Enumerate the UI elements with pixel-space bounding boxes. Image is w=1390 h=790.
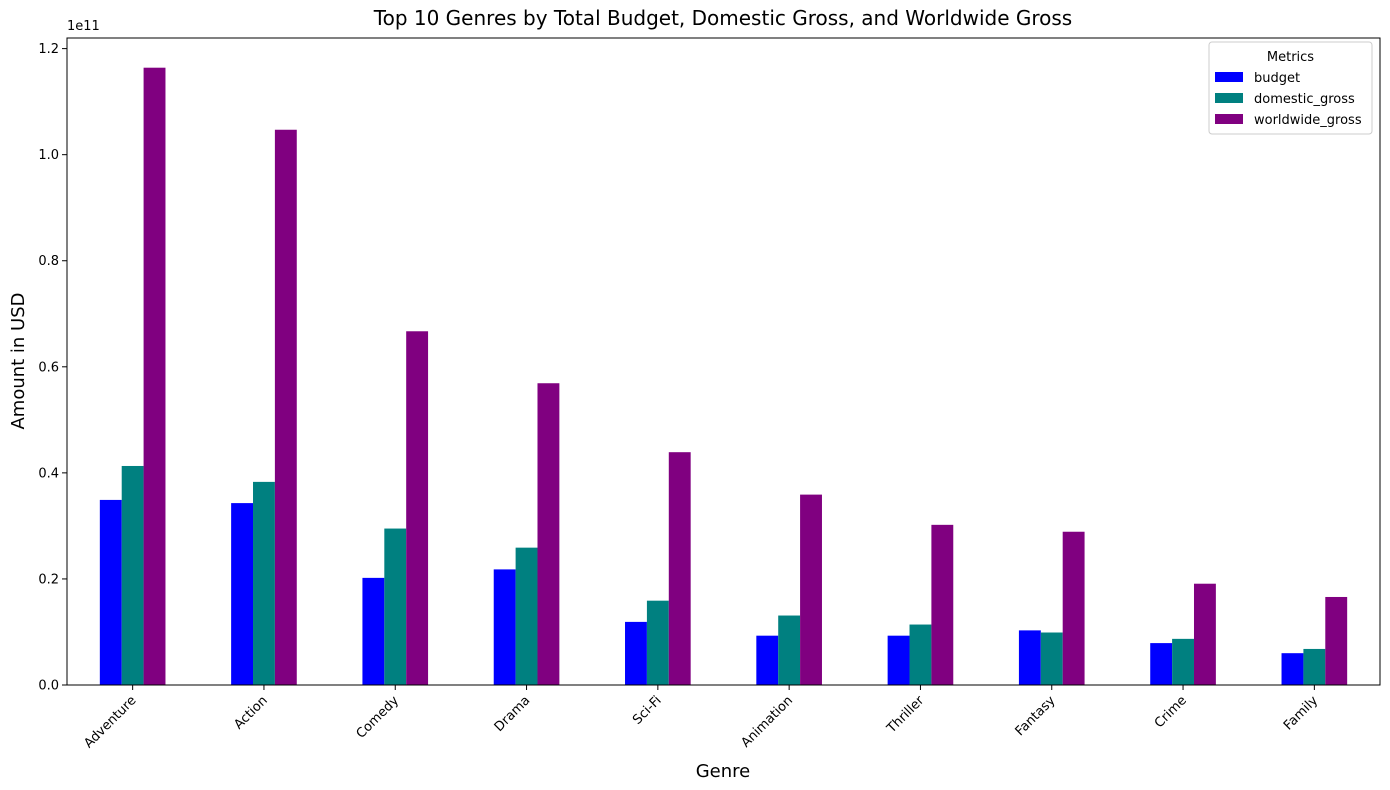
legend: Metrics budget domestic_gross worldwide_gro… [1208, 41, 1373, 135]
x-tick-label: Crime [1152, 693, 1190, 731]
legend-box [1208, 41, 1373, 135]
legend-label-budget: budget [1254, 71, 1300, 86]
y-axis-title: Amount in USD [8, 292, 29, 429]
bar-worldwide_gross-drama [537, 383, 560, 685]
bar-domestic_gross-adventure [121, 465, 144, 685]
bar-domestic_gross-sci-fi [646, 600, 669, 685]
bar-budget-adventure [99, 499, 122, 685]
bar-worldwide_gross-action [274, 129, 297, 685]
plot-frame [66, 37, 1381, 686]
chart-title: Top 10 Genres by Total Budget, Domestic … [373, 6, 1072, 30]
bar-budget-thriller [887, 635, 910, 685]
x-tick-label: Sci-Fi [630, 693, 665, 728]
x-axis-title: Genre [696, 761, 751, 782]
bar-worldwide_gross-adventure [143, 67, 166, 685]
x-tick-label: Adventure [81, 693, 139, 751]
bar-budget-animation [756, 635, 779, 685]
bar-worldwide_gross-sci-fi [668, 452, 691, 685]
bar-worldwide_gross-fantasy [1062, 531, 1085, 685]
bars-group [99, 67, 1348, 685]
bar-worldwide_gross-crime [1193, 583, 1216, 685]
bar-domestic_gross-comedy [384, 528, 407, 685]
bar-domestic_gross-animation [778, 615, 801, 685]
x-tick-label: Animation [739, 693, 796, 750]
x-tick-label: Fantasy [1013, 693, 1059, 739]
legend-label-worldwide_gross: worldwide_gross [1254, 113, 1362, 128]
y-ticks-group: 0.0 0.2 0.4 0.6 0.8 1.0 1.2 [38, 42, 67, 694]
y-tick-label: 0.6 [38, 360, 59, 375]
y-tick-label: 0.2 [38, 572, 59, 587]
x-tick-label: Action [231, 693, 270, 732]
bar-budget-crime [1150, 643, 1173, 685]
bar-worldwide_gross-comedy [406, 331, 429, 685]
bar-budget-action [231, 503, 254, 685]
bar-budget-family [1281, 653, 1304, 685]
bar-budget-drama [493, 569, 516, 685]
legend-swatch-worldwide_gross [1215, 114, 1243, 124]
y-tick-label: 1.0 [38, 148, 59, 163]
legend-label-domestic_gross: domestic_gross [1254, 92, 1355, 107]
bar-domestic_gross-drama [515, 547, 538, 685]
bar-domestic_gross-family [1303, 648, 1326, 685]
y-tick-label: 0.0 [38, 679, 59, 694]
bar-budget-comedy [362, 577, 385, 685]
offset-text: 1e11 [67, 19, 100, 34]
x-tick-label: Family [1281, 693, 1321, 733]
legend-swatch-budget [1215, 72, 1243, 82]
bar-domestic_gross-thriller [909, 624, 932, 685]
y-tick-label: 0.4 [38, 466, 59, 481]
x-tick-label: Drama [492, 693, 534, 735]
legend-swatch-domestic_gross [1215, 93, 1243, 103]
bar-worldwide_gross-animation [800, 494, 822, 685]
y-tick-label: 1.2 [38, 42, 59, 57]
x-ticks-group: Adventure Action Comedy Drama Sci-Fi Animatio… [81, 685, 1321, 751]
bar-worldwide_gross-thriller [931, 524, 954, 685]
y-tick-label: 0.8 [38, 254, 59, 269]
legend-title: Metrics [1267, 50, 1314, 65]
bar-budget-fantasy [1018, 630, 1041, 685]
bar-domestic_gross-action [253, 481, 275, 685]
x-tick-label: Thriller [884, 693, 928, 737]
bar-budget-sci-fi [625, 621, 647, 685]
bar-domestic_gross-crime [1172, 638, 1194, 685]
x-tick-label: Comedy [354, 693, 403, 742]
bar-domestic_gross-fantasy [1040, 632, 1063, 685]
bar-worldwide_gross-family [1325, 596, 1348, 685]
